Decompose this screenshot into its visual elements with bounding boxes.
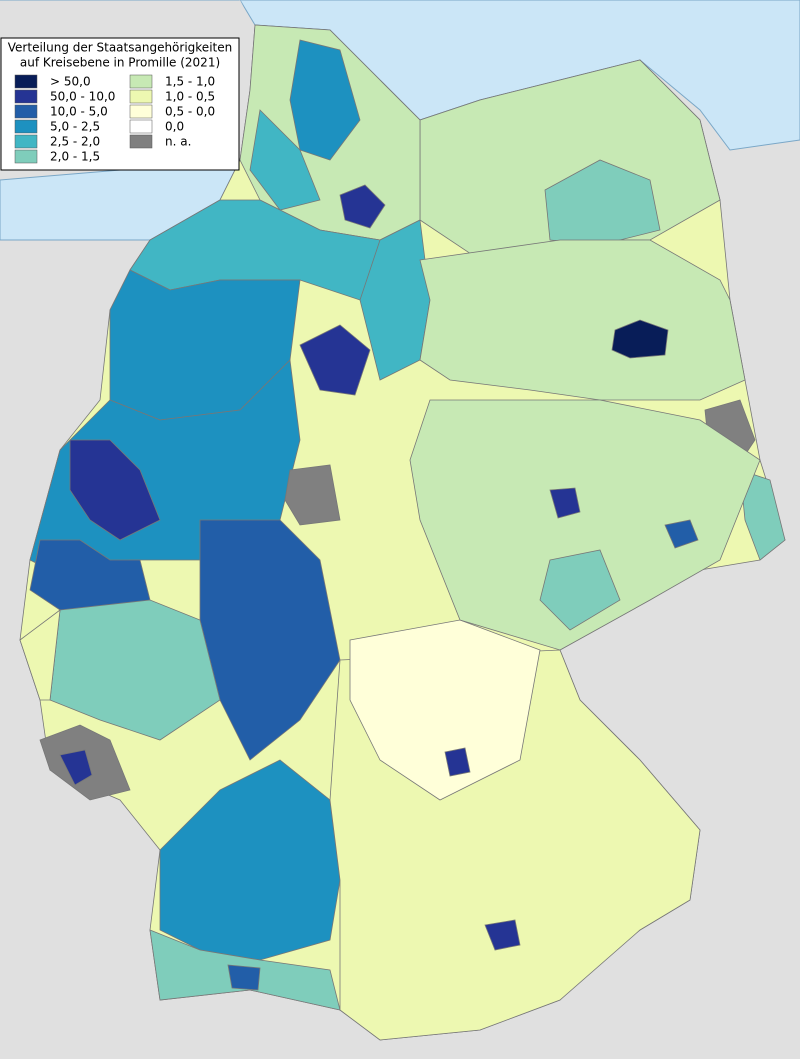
district (249, 109, 321, 211)
legend-swatch (14, 134, 38, 149)
denmark (230, 0, 250, 20)
legend-swatch (14, 119, 38, 134)
legend-swatch (129, 89, 153, 104)
legend-label: 0,5 - 0,0 (165, 105, 215, 119)
legend-label: 2,5 - 2,0 (50, 135, 100, 149)
district (159, 759, 341, 961)
legend: Verteilung der Staatsangehörigkeiten auf… (0, 37, 240, 171)
district (739, 469, 786, 561)
district (549, 487, 581, 519)
legend-label: 1,5 - 1,0 (165, 75, 215, 89)
districts (19, 24, 786, 1041)
legend-swatch (14, 89, 38, 104)
district (289, 39, 361, 161)
legend-swatch (14, 104, 38, 119)
legend-label: 5,0 - 2,5 (50, 120, 100, 134)
district (339, 184, 386, 229)
legend-swatch (129, 104, 153, 119)
district (611, 319, 669, 359)
legend-label: > 50,0 (50, 75, 91, 89)
district (59, 749, 93, 786)
district (484, 919, 521, 951)
district (227, 964, 261, 991)
legend-label: 2,0 - 1,5 (50, 150, 100, 164)
legend-title: Verteilung der Staatsangehörigkeiten (8, 41, 232, 55)
legend-items: > 50,050,0 - 10,010,0 - 5,05,0 - 2,52,5 … (14, 74, 215, 164)
district (419, 239, 746, 401)
district (349, 619, 541, 801)
district (664, 519, 699, 549)
district (544, 159, 661, 246)
district (539, 549, 621, 631)
district (49, 599, 221, 741)
legend-title: auf Kreisebene in Promille (2021) (20, 56, 220, 70)
district (409, 399, 761, 651)
district (69, 439, 161, 541)
district (299, 324, 371, 396)
district (444, 747, 471, 777)
legend-swatch (129, 74, 153, 89)
legend-label: n. a. (165, 135, 191, 149)
legend-swatch (14, 149, 38, 164)
legend-label: 1,0 - 0,5 (165, 90, 215, 104)
legend-box (0, 37, 240, 171)
legend-swatch (129, 134, 153, 149)
district (284, 464, 341, 526)
legend-label: 10,0 - 5,0 (50, 105, 108, 119)
district (19, 609, 61, 701)
legend-swatch (14, 74, 38, 89)
legend-label: 0,0 (165, 120, 184, 134)
legend-label: 50,0 - 10,0 (50, 90, 115, 104)
legend-swatch (129, 119, 153, 134)
